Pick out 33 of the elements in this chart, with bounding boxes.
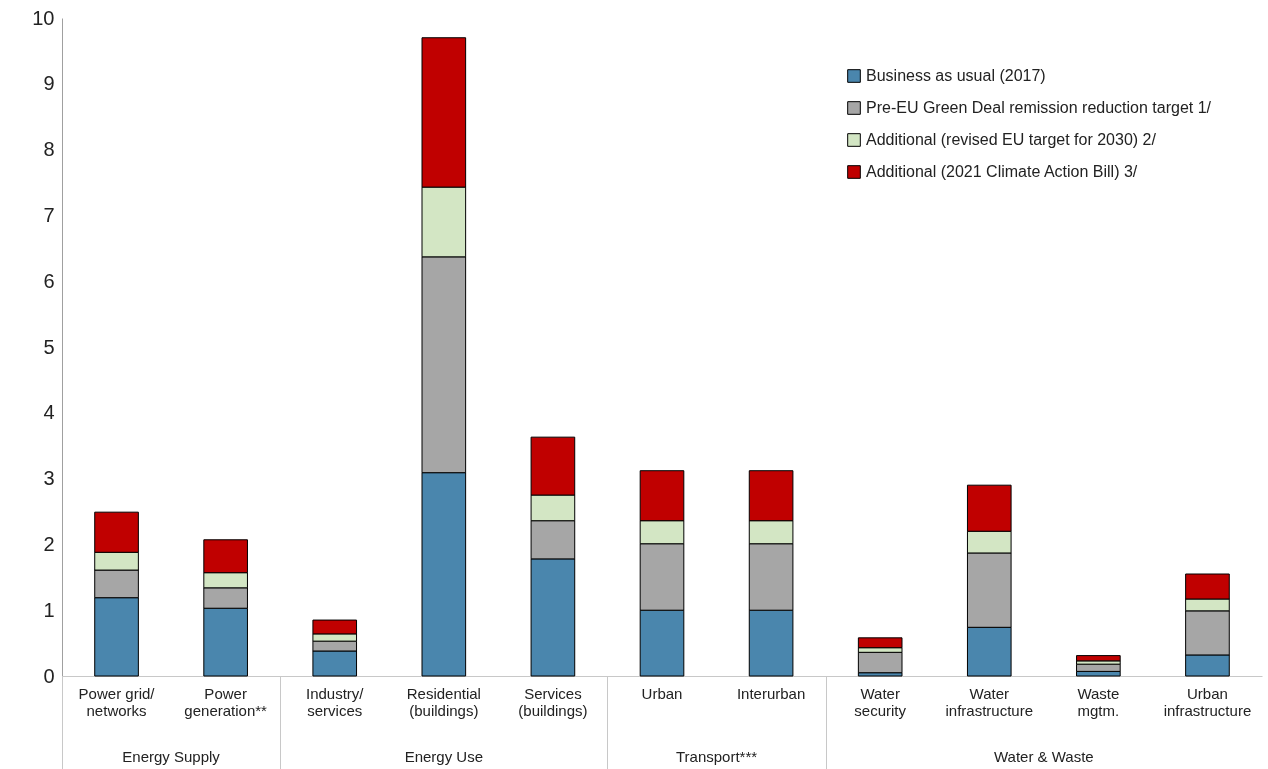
y-tick-label: 10 bbox=[32, 6, 55, 29]
bar bbox=[857, 651, 903, 674]
text: Water & Waste bbox=[993, 748, 1094, 765]
x-tick-label: Urban bbox=[641, 684, 683, 702]
text: Energy Use bbox=[404, 748, 483, 765]
x-tick-label: Water infrastructure bbox=[945, 684, 1034, 719]
y-tick-label: 5 bbox=[43, 335, 55, 358]
y-tick-label: 9 bbox=[43, 72, 55, 95]
text: Transport*** bbox=[675, 748, 758, 765]
x-tick-label: Urban infrastructure bbox=[1163, 684, 1252, 719]
y-tick-label: 3 bbox=[43, 467, 55, 490]
x-tick-label: Water security bbox=[854, 684, 907, 719]
y-tick-label: 4 bbox=[43, 401, 55, 424]
legend-label: Additional (2021 Climate Action Bill) 3/ bbox=[866, 163, 1138, 180]
legend-label: Additional (revised EU target for 2030) 2/ bbox=[866, 131, 1157, 148]
x-tick-label: Services (buildings) bbox=[518, 684, 588, 719]
x-tick-label: Waste mgtm. bbox=[1077, 684, 1120, 719]
y-tick-label: 0 bbox=[43, 664, 55, 687]
legend-label: Pre-EU Green Deal remission reduction target 1/ bbox=[866, 99, 1212, 116]
y-tick-label: 2 bbox=[43, 532, 55, 555]
y-tick-label: 6 bbox=[43, 269, 55, 292]
legend-label: Business as usual (2017) bbox=[866, 67, 1046, 84]
x-tick-label: Residential (buildings) bbox=[406, 684, 481, 719]
x-tick-label: Power grid/ networks bbox=[78, 684, 156, 719]
y-tick-label: 8 bbox=[43, 138, 55, 161]
y-tick-label: 1 bbox=[43, 598, 55, 621]
x-tick-label: Industry/ services bbox=[305, 684, 365, 719]
x-tick-label: Power generation** bbox=[184, 684, 268, 719]
bar bbox=[1076, 655, 1121, 662]
bar bbox=[857, 637, 903, 649]
text: Energy Supply bbox=[122, 748, 220, 765]
x-tick-label: Interurban bbox=[736, 684, 806, 702]
y-tick-label: 7 bbox=[43, 203, 55, 226]
